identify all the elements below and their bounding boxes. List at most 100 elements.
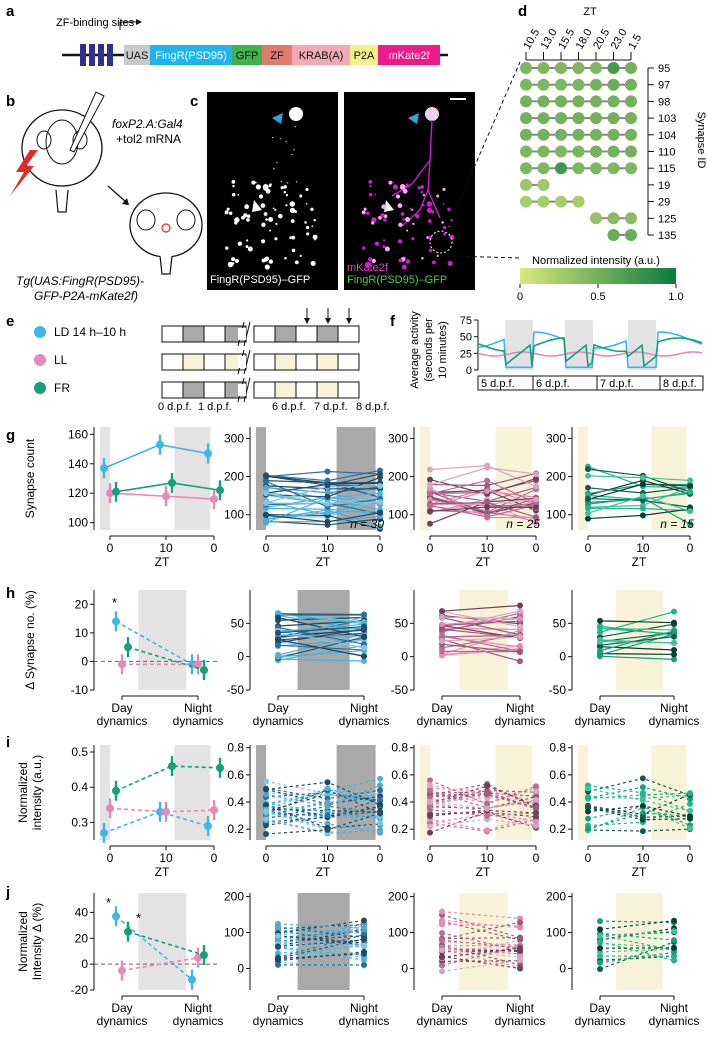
synapse-dot [391,181,394,184]
colorbar-tick-label: 1.0 [668,291,683,303]
y-tick-label: 0.8 [391,741,408,755]
y-tick-label: 0.6 [549,768,566,782]
zf-site [89,44,95,66]
synapse-dot [312,234,318,240]
phase-shade [100,745,110,840]
synapse-dot [374,241,380,246]
construct-box-label: mKate2f [389,50,431,62]
fish-point [639,802,646,809]
y-tick-label: 0.4 [391,795,408,809]
x-tick-label: Day [111,701,132,715]
heatmap-ylabel: Synapse ID [695,112,707,169]
fish-point [687,807,693,814]
x-axis-label: ZT [476,555,491,569]
zt-label: 15.5 [556,27,577,52]
synapse-dot [364,261,371,268]
x-tick-label: 0 [377,541,384,555]
fish-line [441,634,521,638]
fish-line [277,946,365,958]
fish-line [441,948,521,969]
series-line [115,620,193,665]
y-tick-label: 0.2 [227,822,244,836]
synapse-dot [384,246,390,252]
fish-line [277,613,365,616]
x-tick-label: 0 [687,541,694,555]
fish-point [324,779,331,786]
heatmap-cell [537,62,550,74]
y-tick-label: -50 [227,683,245,697]
fish-point [377,787,383,794]
phase-shade [578,745,588,840]
fish-point [533,818,539,825]
row-ylabel: Δ Synapse no. (%) [23,590,37,689]
y-tick-label: 0.5 [71,745,88,759]
construct-box-label: P2A [354,50,375,62]
y-tick-label: -50 [549,683,567,697]
synapse-dot [224,210,229,215]
synapse-dot [246,218,250,222]
x-tick-label: dynamics [649,1014,700,1028]
fish-point [639,784,646,791]
x-axis-label: ZT [155,555,170,569]
fish-point [639,505,646,512]
panel-label-j: j [5,884,10,901]
fish-point [427,508,433,515]
schedule-cell [182,381,205,399]
heatmap-cell [520,95,532,108]
heatmap-cell [520,78,532,91]
fish-point [671,608,677,615]
schedule-cell [161,325,184,343]
synapse-dot [405,259,411,264]
phase-shade [256,427,266,530]
synapse-dot [265,218,268,221]
fish-line [599,620,675,624]
fish-line [599,920,675,930]
break-gap [238,384,246,396]
construct-box-label: GFP [236,50,259,62]
synapse-dot [294,126,297,128]
fish-point [427,782,433,789]
fish-line [277,630,365,649]
heatmap-cell [520,145,532,158]
activity-ytick-label: 25 [460,348,472,360]
synapse-dot [361,210,366,215]
fish-line [441,617,521,636]
series-line [127,646,205,671]
synapse-dot [291,235,296,240]
fish-line [441,939,521,949]
synapse-dot [264,264,270,270]
fish-point [671,633,677,640]
panel-label-e: e [6,313,14,330]
x-tick-label: dynamics [97,714,148,728]
synapse-dot [273,167,275,170]
synapse-dot [269,229,272,232]
fish-point [361,917,367,924]
x-tick-label: Day [431,1001,452,1015]
heatmap-cell [625,212,637,225]
fish-point [427,476,433,483]
x-tick-label: dynamics [417,1014,468,1028]
condition-marker [34,326,46,338]
x-tick-label: Day [267,1001,288,1015]
colorbar-label: Normalized intensity (a.u.) [532,255,660,267]
day-box-label: 8 d.p.f. [663,378,697,390]
fish-point [377,471,383,478]
fish-point [585,495,591,502]
heatmap-cell [520,195,532,208]
day-label: 1 d.p.f. [198,401,232,413]
fish-point [533,809,539,816]
fish-point [361,644,367,651]
fr-trace [477,337,703,368]
fish-line [441,959,521,972]
fish-line [277,946,365,961]
schedule-cell [182,325,205,343]
fish-point [533,804,539,811]
synapse-dot [405,184,409,188]
fish-point [324,477,331,484]
synapse-dot [397,203,403,208]
fish-point [324,509,331,516]
imaging-arrow-icon [325,318,331,324]
synapse-dot [285,141,287,143]
fish-point [377,499,383,506]
fish-point [671,646,677,653]
